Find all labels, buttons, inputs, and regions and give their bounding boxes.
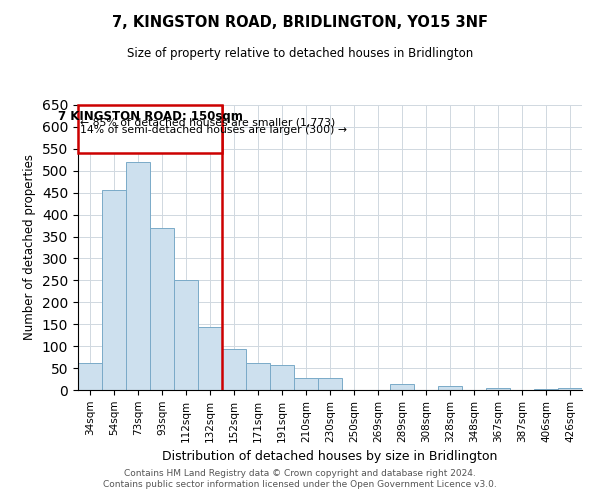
Bar [390, 384, 414, 390]
Bar [198, 328, 222, 390]
Bar [150, 228, 174, 390]
Bar [534, 388, 558, 390]
Bar [102, 190, 126, 390]
Bar [318, 378, 342, 390]
Bar [78, 105, 222, 153]
Bar [558, 388, 582, 390]
Bar [78, 363, 102, 390]
Text: 7, KINGSTON ROAD, BRIDLINGTON, YO15 3NF: 7, KINGSTON ROAD, BRIDLINGTON, YO15 3NF [112, 15, 488, 30]
Y-axis label: Number of detached properties: Number of detached properties [23, 154, 37, 340]
Text: Contains public sector information licensed under the Open Government Licence v3: Contains public sector information licen… [103, 480, 497, 489]
Text: 14% of semi-detached houses are larger (300) →: 14% of semi-detached houses are larger (… [80, 124, 347, 134]
Bar [222, 349, 246, 390]
X-axis label: Distribution of detached houses by size in Bridlington: Distribution of detached houses by size … [163, 450, 497, 463]
Bar [270, 365, 294, 390]
Text: Size of property relative to detached houses in Bridlington: Size of property relative to detached ho… [127, 48, 473, 60]
Text: ← 85% of detached houses are smaller (1,773): ← 85% of detached houses are smaller (1,… [80, 118, 335, 128]
Bar [126, 162, 150, 390]
Bar [246, 363, 270, 390]
Bar [174, 280, 198, 390]
Text: Contains HM Land Registry data © Crown copyright and database right 2024.: Contains HM Land Registry data © Crown c… [124, 468, 476, 477]
Text: 7 KINGSTON ROAD: 150sqm: 7 KINGSTON ROAD: 150sqm [58, 110, 242, 124]
Bar [486, 388, 510, 390]
Bar [294, 378, 318, 390]
Bar [438, 386, 462, 390]
